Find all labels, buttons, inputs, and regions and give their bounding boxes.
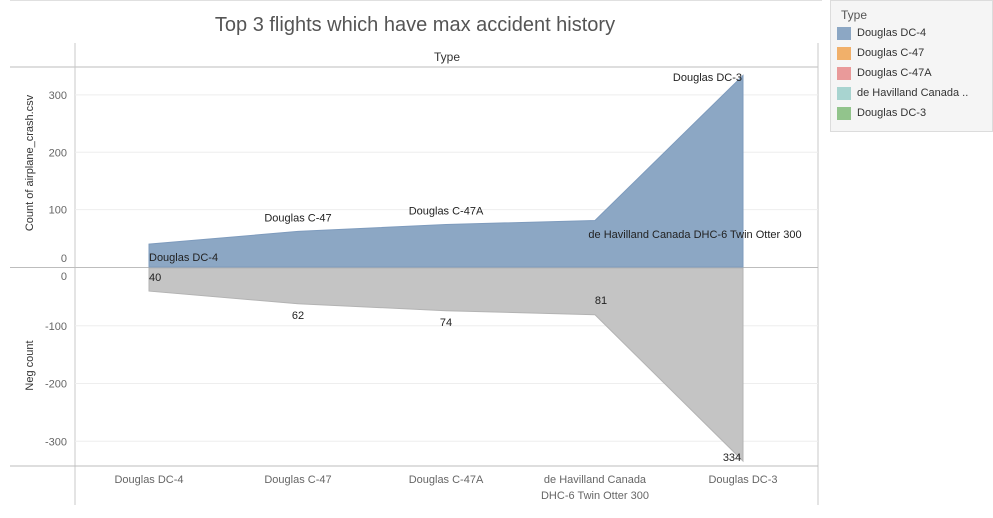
data-label: 81 bbox=[595, 295, 607, 307]
x-tick-label: Douglas DC-4 bbox=[114, 474, 183, 486]
legend-swatch bbox=[837, 66, 851, 80]
legend-item[interactable]: Douglas DC-4 bbox=[831, 23, 992, 43]
top-y-axis-title: Count of airplane_crash.csv bbox=[24, 94, 36, 231]
x-ticks: Douglas DC-4 Douglas C-47 Douglas C-47A de … bbox=[114, 474, 777, 502]
y-tick-label: 100 bbox=[49, 205, 67, 217]
data-label: 74 bbox=[440, 317, 452, 329]
bottom-y-axis-title: Neg count bbox=[24, 340, 36, 390]
x-tick-label: Douglas C-47 bbox=[264, 474, 331, 486]
top-point-labels: Douglas DC-4 Douglas C-47 Douglas C-47A de … bbox=[149, 72, 802, 264]
y-tick-label: 300 bbox=[49, 90, 67, 102]
legend: Type Douglas DC-4 Douglas C-47 Douglas C… bbox=[830, 0, 993, 132]
legend-item[interactable]: Douglas C-47 bbox=[831, 43, 992, 63]
area-bottom bbox=[148, 267, 744, 463]
data-label: Douglas C-47 bbox=[264, 212, 331, 224]
data-label: Douglas DC-4 bbox=[149, 252, 218, 264]
legend-label: Douglas C-47 bbox=[857, 47, 925, 59]
area-top bbox=[148, 74, 744, 268]
bottom-point-labels: 40 62 74 81 334 bbox=[149, 272, 741, 464]
legend-label: de Havilland Canada .. bbox=[857, 87, 969, 99]
data-label: Douglas C-47A bbox=[409, 206, 484, 218]
bottom-y-ticks: 0 -100 -200 -300 bbox=[45, 271, 67, 448]
y-tick-label: 0 bbox=[61, 253, 67, 265]
legend-swatch bbox=[837, 86, 851, 100]
y-tick-label: -100 bbox=[45, 321, 67, 333]
y-tick-label: -200 bbox=[45, 379, 67, 391]
top-y-ticks: 0 100 200 300 bbox=[49, 90, 67, 265]
legend-label: Douglas C-47A bbox=[857, 67, 932, 79]
legend-swatch bbox=[837, 46, 851, 60]
data-label: Douglas DC-3 bbox=[673, 72, 742, 84]
legend-item[interactable]: de Havilland Canada .. bbox=[831, 83, 992, 103]
legend-swatch bbox=[837, 26, 851, 40]
data-label: 334 bbox=[723, 452, 741, 464]
legend-title: Type bbox=[841, 8, 868, 22]
legend-item[interactable]: Douglas C-47A bbox=[831, 63, 992, 83]
data-label: 62 bbox=[292, 310, 304, 322]
y-tick-label: 0 bbox=[61, 271, 67, 283]
x-tick-label: Douglas DC-3 bbox=[708, 474, 777, 486]
legend-label: Douglas DC-3 bbox=[857, 107, 927, 119]
chart-title: Top 3 flights which have max accident hi… bbox=[215, 14, 615, 36]
data-label: de Havilland Canada DHC-6 Twin Otter 300 bbox=[588, 229, 801, 241]
y-tick-label: -300 bbox=[45, 436, 67, 448]
column-header: Type bbox=[434, 50, 460, 64]
chart-frame bbox=[10, 0, 822, 505]
y-tick-label: 200 bbox=[49, 147, 67, 159]
data-label: 40 bbox=[149, 272, 161, 284]
legend-swatch bbox=[837, 106, 851, 120]
legend-label: Douglas DC-4 bbox=[857, 27, 927, 39]
legend-items: Douglas DC-4 Douglas C-47 Douglas C-47A … bbox=[831, 23, 992, 123]
x-tick-label: de Havilland Canada DHC-6 Twin Otter 300 bbox=[541, 474, 649, 502]
legend-item[interactable]: Douglas DC-3 bbox=[831, 103, 992, 123]
x-tick-label: Douglas C-47A bbox=[409, 474, 484, 486]
